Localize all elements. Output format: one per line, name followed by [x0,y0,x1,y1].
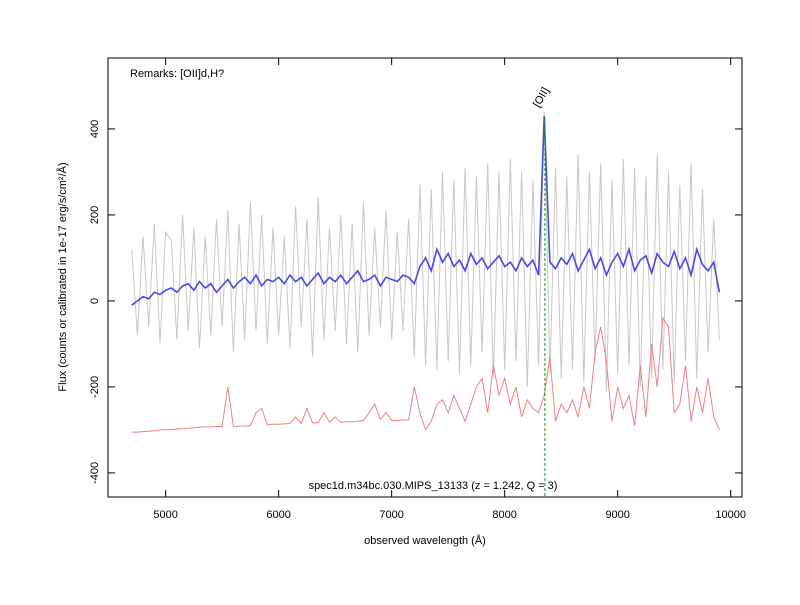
x-tick-label: 9000 [605,509,629,521]
series-line [131,316,720,433]
series-line [131,111,720,392]
x-tick-label: 8000 [492,509,516,521]
x-tick-label: 6000 [266,509,290,521]
series-line [131,115,721,306]
x-tick-label: 10000 [715,509,746,521]
x-tick-label: 7000 [379,509,403,521]
y-axis-label: Flux (counts or calibrated in 1e-17 erg/… [56,162,69,391]
y-tick-label: -200 [89,376,101,398]
remarks: Remarks: [OII]d,H? [130,68,224,80]
x-tick-label: 5000 [153,509,177,521]
y-tick-label: 200 [89,206,101,224]
plot-frame [107,57,743,498]
y-tick-label: 400 [89,120,101,138]
x-axis-label: observed wavelength (Å) [364,534,486,547]
y-tick-label: 0 [89,298,101,304]
caption: spec1d.m34bc.030.MIPS_13133 (z = 1.242, … [309,480,558,492]
y-tick-label: -400 [89,462,101,484]
